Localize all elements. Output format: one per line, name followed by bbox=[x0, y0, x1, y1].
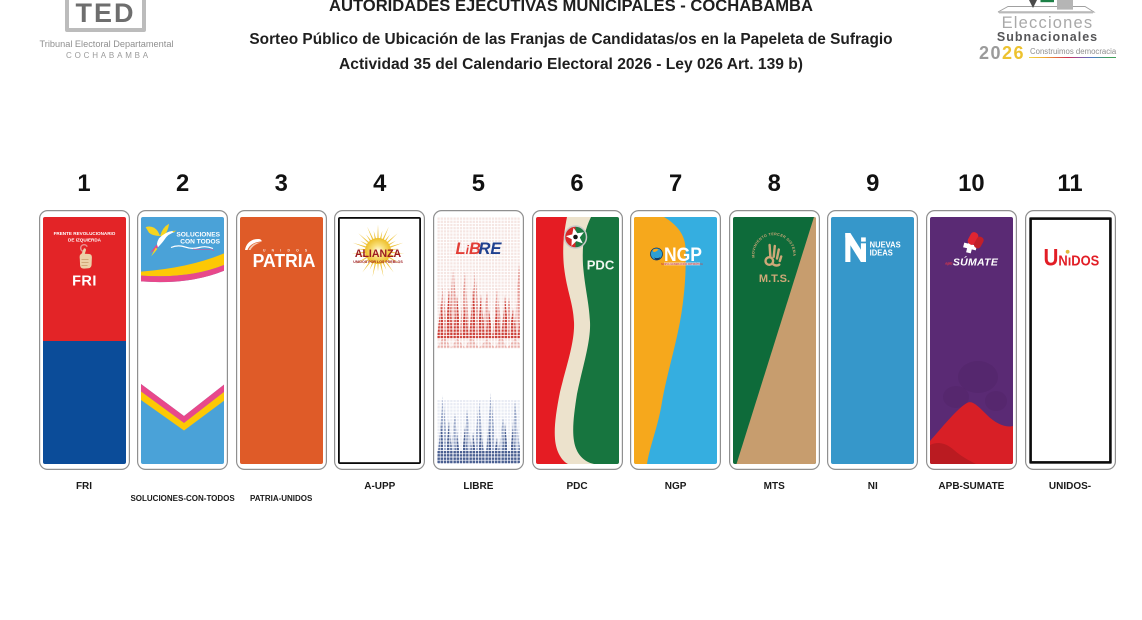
svg-text:SÚMATE: SÚMATE bbox=[953, 256, 999, 269]
svg-text:RE: RE bbox=[478, 240, 502, 258]
svg-text:SOLUCIONES: SOLUCIONES bbox=[176, 232, 220, 239]
svg-text:UNIDOS POR LOS PUEBLOS: UNIDOS POR LOS PUEBLOS bbox=[354, 260, 404, 264]
svg-text:NUEVAS: NUEVAS bbox=[870, 240, 902, 250]
svg-text:LiB: LiB bbox=[455, 240, 480, 258]
svg-text:FRI: FRI bbox=[72, 274, 97, 290]
svg-text:ALIANZA: ALIANZA bbox=[355, 248, 401, 260]
svg-text:DE IZQUIERDA: DE IZQUIERDA bbox=[68, 238, 102, 243]
svg-text:CON TODOS: CON TODOS bbox=[180, 239, 220, 246]
svg-text:PATRIA: PATRIA bbox=[252, 251, 315, 272]
svg-text:NUEVA GENERACIÓN PATRIÓTICA: NUEVA GENERACIÓN PATRIÓTICA bbox=[661, 263, 703, 266]
svg-text:apb: apb bbox=[945, 261, 953, 266]
svg-text:FRENTE REVOLUCIONARIO: FRENTE REVOLUCIONARIO bbox=[53, 231, 115, 236]
svg-text:PDC: PDC bbox=[586, 258, 614, 273]
svg-text:NGP: NGP bbox=[664, 243, 702, 265]
svg-text:M.T.S.: M.T.S. bbox=[759, 273, 790, 285]
svg-text:UNIDOS: UNIDOS bbox=[263, 249, 313, 253]
svg-text:IDEAS: IDEAS bbox=[870, 248, 894, 258]
